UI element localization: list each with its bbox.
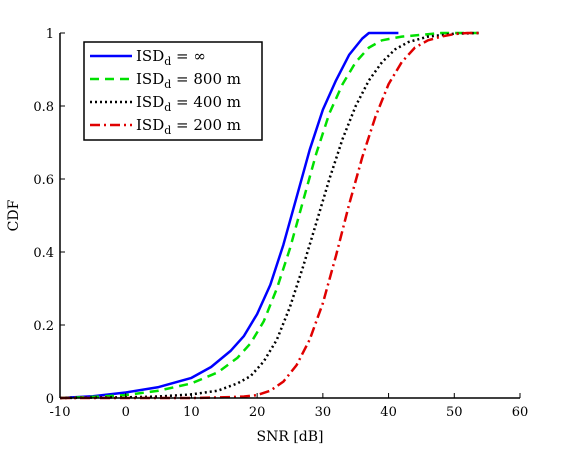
legend-label-4: ISDd = 200 m xyxy=(136,116,241,137)
x-tick-label: 30 xyxy=(315,405,332,420)
x-tick-label: 0 xyxy=(122,405,130,420)
x-tick-label: 20 xyxy=(249,405,266,420)
legend-label-1: ISDd = ∞ xyxy=(136,47,206,68)
y-tick-label: 1 xyxy=(46,27,54,42)
series-line-1 xyxy=(59,31,399,400)
x-tick-label: 40 xyxy=(380,405,397,420)
series-line-3 xyxy=(59,31,481,400)
y-tick-label: 0.2 xyxy=(33,319,54,334)
x-tick-label: 60 xyxy=(512,405,529,420)
legend-label-3: ISDd = 400 m xyxy=(136,93,241,114)
y-axis-title: CDF xyxy=(6,199,22,231)
x-axis-title: SNR [dB] xyxy=(256,429,323,445)
series-line-4 xyxy=(60,31,481,400)
series-line-2 xyxy=(59,31,478,400)
x-tick-label: 50 xyxy=(446,405,463,420)
y-tick-label: 0 xyxy=(46,392,54,407)
y-tick-label: 0.6 xyxy=(33,173,54,188)
y-tick-label: 0.8 xyxy=(33,100,54,115)
legend-box xyxy=(83,41,263,141)
series-lines-group xyxy=(59,31,481,400)
y-tick-label: 0.4 xyxy=(33,246,54,261)
x-tick-label: 10 xyxy=(183,405,200,420)
legend-label-2: ISDd = 800 m xyxy=(136,70,241,91)
x-tick-label: -10 xyxy=(50,405,71,420)
